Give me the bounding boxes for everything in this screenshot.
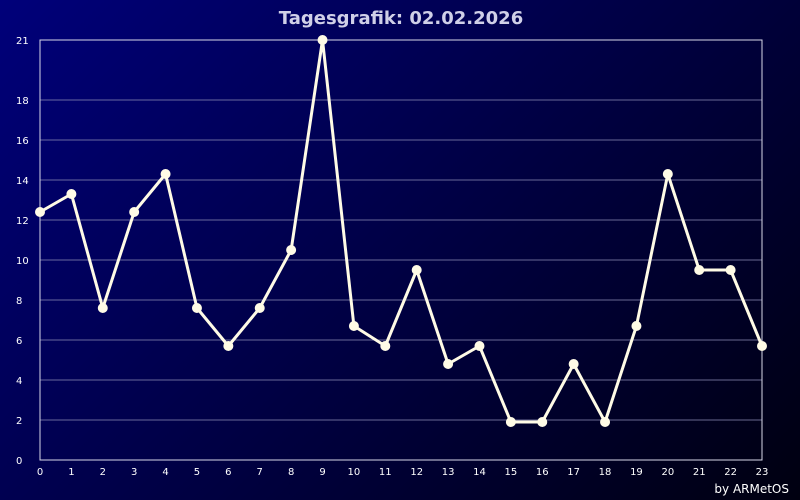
- data-point: [443, 359, 454, 369]
- x-tick-label: 1: [68, 467, 74, 478]
- credit-label: by ARMetOS: [714, 482, 789, 496]
- x-tick-label: 16: [536, 467, 549, 478]
- x-tick-label: 21: [693, 467, 706, 478]
- y-tick-label: 21: [16, 36, 29, 47]
- x-tick-label: 10: [348, 467, 361, 478]
- y-axis-ticks: 0 2 4 6 8 10 12 14 16 18 21: [16, 36, 29, 467]
- data-point: [348, 321, 359, 331]
- x-tick-label: 13: [442, 467, 455, 478]
- y-tick-label: 12: [16, 216, 29, 227]
- data-point: [600, 417, 611, 427]
- x-tick-label: 6: [225, 467, 231, 478]
- y-tick-label: 4: [16, 376, 22, 387]
- data-point: [725, 265, 736, 275]
- data-point: [254, 303, 265, 313]
- data-point: [191, 303, 202, 313]
- data-point: [286, 245, 297, 255]
- chart-title: Tagesgrafik: 02.02.2026: [279, 8, 523, 29]
- x-tick-label: 8: [288, 467, 294, 478]
- data-point: [537, 417, 548, 427]
- x-tick-label: 3: [131, 467, 137, 478]
- data-point: [97, 303, 108, 313]
- series: [35, 35, 767, 427]
- x-tick-label: 0: [37, 467, 43, 478]
- data-point: [129, 207, 140, 217]
- data-point: [411, 265, 422, 275]
- x-tick-label: 15: [505, 467, 518, 478]
- x-tick-label: 19: [630, 467, 643, 478]
- data-point: [223, 341, 234, 351]
- x-tick-label: 23: [756, 467, 769, 478]
- data-point: [66, 189, 77, 199]
- data-point: [35, 207, 45, 217]
- data-point: [694, 265, 705, 275]
- data-point: [568, 359, 579, 369]
- y-tick-label: 10: [16, 256, 29, 267]
- x-tick-label: 5: [194, 467, 200, 478]
- y-tick-label: 0: [16, 456, 22, 467]
- grid: [40, 99, 762, 421]
- x-tick-label: 4: [162, 467, 168, 478]
- series-line: [39, 38, 764, 424]
- data-point: [317, 35, 328, 45]
- data-point: [160, 169, 171, 179]
- x-tick-label: 11: [379, 467, 392, 478]
- y-tick-label: 14: [16, 176, 29, 187]
- x-tick-label: 18: [599, 467, 612, 478]
- x-tick-label: 22: [724, 467, 737, 478]
- x-tick-label: 7: [257, 467, 263, 478]
- y-tick-label: 16: [16, 136, 29, 147]
- data-point: [505, 417, 516, 427]
- plot-frame: [39, 39, 763, 461]
- data-point: [380, 341, 391, 351]
- data-point: [631, 321, 642, 331]
- x-tick-label: 20: [661, 467, 674, 478]
- y-tick-label: 6: [16, 336, 22, 347]
- x-tick-label: 14: [473, 467, 486, 478]
- data-point: [662, 169, 673, 179]
- x-tick-label: 17: [567, 467, 580, 478]
- x-tick-label: 2: [100, 467, 106, 478]
- x-tick-label: 12: [410, 467, 423, 478]
- x-tick-label: 9: [319, 467, 325, 478]
- data-point: [757, 341, 767, 351]
- x-axis-ticks: 0 1 2 3 4 5 6 7 8 9 10 11 12 13 14 15 16 17 18 19 20 21 22 23: [37, 467, 769, 478]
- y-tick-label: 8: [16, 296, 22, 307]
- y-tick-label: 2: [16, 416, 22, 427]
- data-point: [474, 341, 485, 351]
- y-tick-label: 18: [16, 96, 29, 107]
